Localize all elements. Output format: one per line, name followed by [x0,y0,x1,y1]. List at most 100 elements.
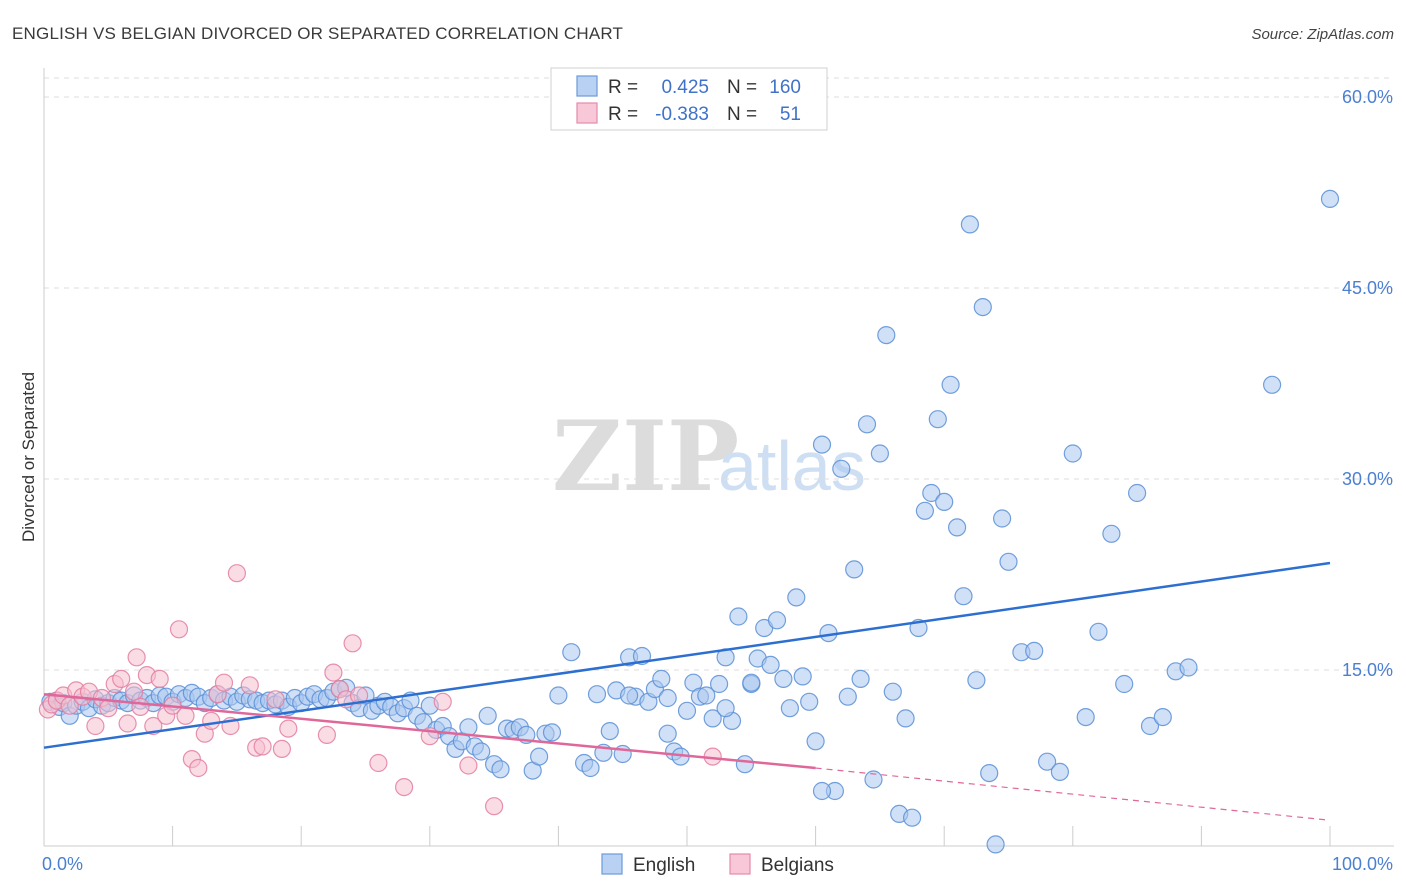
english-point-159 [1140,716,1160,736]
english-point-157 [1115,674,1134,694]
legend-belgians-n-label: N = [727,104,757,125]
x-tick-label-1: 100.0% [1332,854,1393,874]
legend-belgians-r-label: R = [608,104,638,125]
english-point-164 [1320,189,1340,208]
english-point-126 [857,415,877,434]
belgians-point-48 [459,756,478,775]
belgians-points [38,564,722,816]
y-tick-label-3: 60.0% [1342,87,1393,107]
x-ticks [43,826,1331,846]
english-point-138 [935,492,954,511]
english-point-148 [999,552,1018,571]
english-point-117 [800,692,819,711]
belgians-trend-extension [815,767,1331,821]
english-trend-line [43,561,1331,749]
english-point-107 [735,755,755,774]
english-point-139 [941,375,960,394]
belgians-point-38 [317,725,336,745]
x-tick-labels: 0.0% 100.0% [42,854,1393,874]
english-point-163 [1262,375,1282,394]
english-point-141 [954,587,973,606]
y-tick-label-0: 15.0% [1342,660,1393,680]
english-point-147 [992,509,1012,528]
english-point-155 [1089,622,1108,641]
english-point-152 [1050,762,1070,782]
belgians-point-35 [266,690,285,709]
belgians-point-14 [124,682,144,701]
english-point-86 [600,721,619,741]
belgians-point-27 [202,711,221,731]
english-point-132 [896,709,915,728]
legend-belgians-swatch [576,102,598,124]
x-tick-label-0: 0.0% [42,854,83,874]
belgians-point-19 [150,669,169,689]
legend-english-r-label: R = [608,77,638,98]
english-point-101 [697,686,716,705]
english-point-129 [877,326,896,345]
belgians-point-34 [253,737,272,756]
english-point-113 [774,669,793,689]
belgians-point-39 [324,663,343,682]
english-point-128 [870,444,890,463]
english-point-154 [1076,707,1095,727]
belgians-point-42 [343,634,362,653]
y-tick-label-1: 30.0% [1342,469,1393,489]
bottom-legend-belgians-label: Belgians [761,855,834,876]
english-points [41,189,1340,854]
belgians-point-44 [369,753,388,773]
english-point-140 [947,518,967,537]
legend-english-n-label: N = [727,77,757,98]
belgians-point-15 [127,648,146,667]
english-point-83 [581,758,600,778]
english-point-160 [1153,707,1172,727]
english-point-162 [1179,658,1198,677]
english-point-118 [806,732,825,751]
belgians-point-12 [112,669,131,689]
legend-belgians-n-value: 51 [780,104,801,125]
english-point-125 [851,669,870,689]
english-point-122 [832,459,851,478]
english-point-80 [549,686,568,705]
english-point-151 [1037,752,1057,771]
english-point-69 [478,706,497,725]
watermark: ZIP atlas [552,400,866,513]
english-point-133 [902,808,922,827]
english-point-119 [812,435,832,454]
english-point-116 [793,667,812,686]
belgians-point-36 [272,739,291,759]
english-point-165 [812,781,832,801]
english-point-168 [619,686,639,705]
english-point-146 [986,835,1005,854]
english-point-135 [915,501,935,520]
legend-belgians-r-value: -0.383 [655,104,709,125]
english-point-84 [587,685,607,704]
bottom-legend-english-label: English [633,855,695,876]
belgians-point-22 [169,620,189,639]
english-point-137 [928,410,947,429]
english-point-106 [729,607,748,626]
belgians-point-45 [395,777,414,797]
english-point-115 [787,588,806,607]
english-point-144 [973,298,992,317]
english-point-143 [967,671,986,690]
english-point-145 [980,763,999,783]
gridlines [44,77,1394,671]
belgians-point-32 [240,676,259,695]
english-point-102 [703,709,722,728]
belgians-point-13 [118,714,137,733]
chart-source: Source: ZipAtlas.com [1251,26,1394,43]
legend-box: R = 0.425 N = 160 R = -0.383 N = 51 [550,67,828,131]
english-point-130 [883,682,902,701]
english-point-95 [658,688,677,708]
belgians-point-47 [433,692,452,711]
english-point-167 [658,724,677,743]
english-point-169 [716,699,735,718]
english-point-103 [709,674,729,694]
belgians-trend-line [43,692,816,770]
english-point-94 [652,669,671,689]
bottom-legend-belgians-swatch [729,853,751,875]
belgians-point-43 [350,686,369,705]
english-point-68 [472,742,491,761]
english-point-142 [960,215,980,234]
watermark-zip: ZIP [552,400,739,513]
